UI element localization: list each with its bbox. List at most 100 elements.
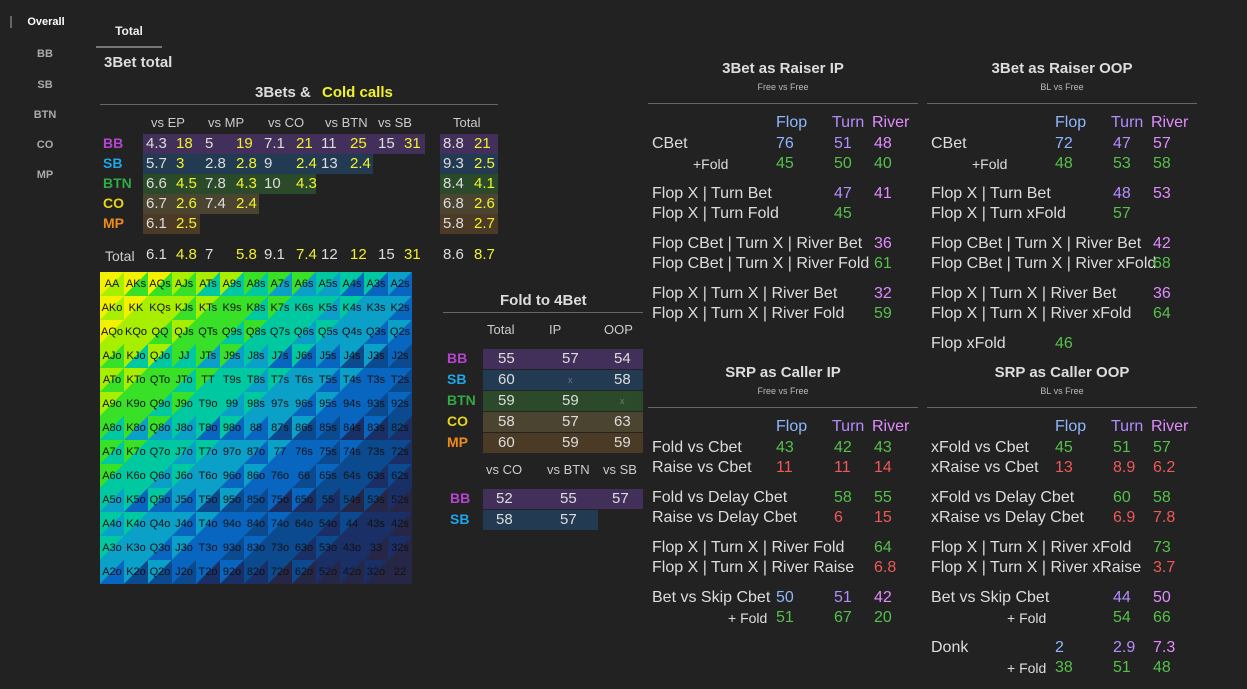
matrix-cell[interactable]: J5s xyxy=(316,344,340,368)
matrix-cell[interactable]: J7o xyxy=(172,440,196,464)
matrix-cell[interactable]: K2o xyxy=(124,560,148,584)
matrix-cell[interactable]: 75s xyxy=(316,440,340,464)
matrix-cell[interactable]: A4o xyxy=(100,512,124,536)
matrix-cell[interactable]: J5o xyxy=(172,488,196,512)
matrix-cell[interactable]: Q4s xyxy=(340,320,364,344)
matrix-cell[interactable]: KJs xyxy=(172,296,196,320)
matrix-cell[interactable]: K5o xyxy=(124,488,148,512)
matrix-cell[interactable]: K4o xyxy=(124,512,148,536)
matrix-cell[interactable]: 92s xyxy=(388,392,412,416)
nav-item-co[interactable]: CO xyxy=(36,139,54,151)
matrix-cell[interactable]: KTs xyxy=(196,296,220,320)
matrix-cell[interactable]: TT xyxy=(196,368,220,392)
matrix-cell[interactable]: J8o xyxy=(172,416,196,440)
matrix-cell[interactable]: A6o xyxy=(100,464,124,488)
matrix-cell[interactable]: 77 xyxy=(268,440,292,464)
matrix-cell[interactable]: 82o xyxy=(244,560,268,584)
matrix-cell[interactable]: AJs xyxy=(172,272,196,296)
matrix-cell[interactable]: 74o xyxy=(268,512,292,536)
matrix-cell[interactable]: 44 xyxy=(340,512,364,536)
matrix-cell[interactable]: Q5o xyxy=(148,488,172,512)
matrix-cell[interactable]: 63o xyxy=(292,536,316,560)
matrix-cell[interactable]: 73o xyxy=(268,536,292,560)
matrix-cell[interactable]: 98s xyxy=(244,392,268,416)
matrix-cell[interactable]: Q7s xyxy=(268,320,292,344)
matrix-cell[interactable]: A7o xyxy=(100,440,124,464)
matrix-cell[interactable]: 55 xyxy=(316,488,340,512)
matrix-cell[interactable]: K3o xyxy=(124,536,148,560)
matrix-cell[interactable]: 83o xyxy=(244,536,268,560)
matrix-cell[interactable]: 96o xyxy=(220,464,244,488)
matrix-cell[interactable]: 96s xyxy=(292,392,316,416)
matrix-cell[interactable]: 85o xyxy=(244,488,268,512)
matrix-cell[interactable]: K4s xyxy=(340,296,364,320)
matrix-cell[interactable]: AA xyxy=(100,272,124,296)
matrix-cell[interactable]: 97s xyxy=(268,392,292,416)
matrix-cell[interactable]: 87s xyxy=(268,416,292,440)
matrix-cell[interactable]: T2o xyxy=(196,560,220,584)
matrix-cell[interactable]: A2s xyxy=(388,272,412,296)
matrix-cell[interactable]: A3o xyxy=(100,536,124,560)
matrix-cell[interactable]: 53o xyxy=(316,536,340,560)
matrix-cell[interactable]: J3o xyxy=(172,536,196,560)
matrix-cell[interactable]: 64s xyxy=(340,464,364,488)
matrix-cell[interactable]: AKo xyxy=(100,296,124,320)
matrix-cell[interactable]: J6s xyxy=(292,344,316,368)
matrix-cell[interactable]: 54s xyxy=(340,488,364,512)
matrix-cell[interactable]: A4s xyxy=(340,272,364,296)
matrix-cell[interactable]: ATs xyxy=(196,272,220,296)
matrix-cell[interactable]: J6o xyxy=(172,464,196,488)
nav-item-btn[interactable]: BTN xyxy=(33,109,57,121)
matrix-cell[interactable]: 88 xyxy=(244,416,268,440)
matrix-cell[interactable]: J8s xyxy=(244,344,268,368)
matrix-cell[interactable]: KTo xyxy=(124,368,148,392)
matrix-cell[interactable]: 76s xyxy=(292,440,316,464)
matrix-cell[interactable]: 85s xyxy=(316,416,340,440)
matrix-cell[interactable]: K9s xyxy=(220,296,244,320)
matrix-cell[interactable]: 83s xyxy=(364,416,388,440)
matrix-cell[interactable]: J4s xyxy=(340,344,364,368)
matrix-cell[interactable]: T6o xyxy=(196,464,220,488)
matrix-cell[interactable]: KJo xyxy=(124,344,148,368)
matrix-cell[interactable]: K3s xyxy=(364,296,388,320)
matrix-cell[interactable]: 98o xyxy=(220,416,244,440)
matrix-cell[interactable]: 32s xyxy=(388,536,412,560)
matrix-cell[interactable]: T6s xyxy=(292,368,316,392)
matrix-cell[interactable]: KQs xyxy=(148,296,172,320)
matrix-cell[interactable]: 43s xyxy=(364,512,388,536)
matrix-cell[interactable]: T3s xyxy=(364,368,388,392)
matrix-cell[interactable]: 42s xyxy=(388,512,412,536)
matrix-cell[interactable]: 93o xyxy=(220,536,244,560)
matrix-cell[interactable]: J9s xyxy=(220,344,244,368)
matrix-cell[interactable]: AQo xyxy=(100,320,124,344)
matrix-cell[interactable]: 62s xyxy=(388,464,412,488)
matrix-cell[interactable]: A8o xyxy=(100,416,124,440)
matrix-cell[interactable]: A6s xyxy=(292,272,316,296)
matrix-cell[interactable]: K7s xyxy=(268,296,292,320)
matrix-cell[interactable]: T7s xyxy=(268,368,292,392)
nav-item-sb[interactable]: SB xyxy=(37,79,53,91)
matrix-cell[interactable]: JJ xyxy=(172,344,196,368)
matrix-cell[interactable]: T9s xyxy=(220,368,244,392)
matrix-cell[interactable]: 32o xyxy=(364,560,388,584)
matrix-cell[interactable]: 95s xyxy=(316,392,340,416)
matrix-cell[interactable]: 52o xyxy=(316,560,340,584)
matrix-cell[interactable]: 84s xyxy=(340,416,364,440)
matrix-cell[interactable]: 94o xyxy=(220,512,244,536)
matrix-cell[interactable]: Q7o xyxy=(148,440,172,464)
matrix-cell[interactable]: K9o xyxy=(124,392,148,416)
matrix-cell[interactable]: Q6s xyxy=(292,320,316,344)
matrix-cell[interactable]: A3s xyxy=(364,272,388,296)
matrix-cell[interactable]: 43o xyxy=(340,536,364,560)
matrix-cell[interactable]: A2o xyxy=(100,560,124,584)
matrix-cell[interactable]: A5s xyxy=(316,272,340,296)
matrix-cell[interactable]: JTo xyxy=(172,368,196,392)
matrix-cell[interactable]: T7o xyxy=(196,440,220,464)
matrix-cell[interactable]: 94s xyxy=(340,392,364,416)
matrix-cell[interactable]: Q4o xyxy=(148,512,172,536)
matrix-cell[interactable]: 42o xyxy=(340,560,364,584)
matrix-cell[interactable]: K6o xyxy=(124,464,148,488)
matrix-cell[interactable]: T8o xyxy=(196,416,220,440)
matrix-cell[interactable]: 99 xyxy=(220,392,244,416)
matrix-cell[interactable]: 87o xyxy=(244,440,268,464)
